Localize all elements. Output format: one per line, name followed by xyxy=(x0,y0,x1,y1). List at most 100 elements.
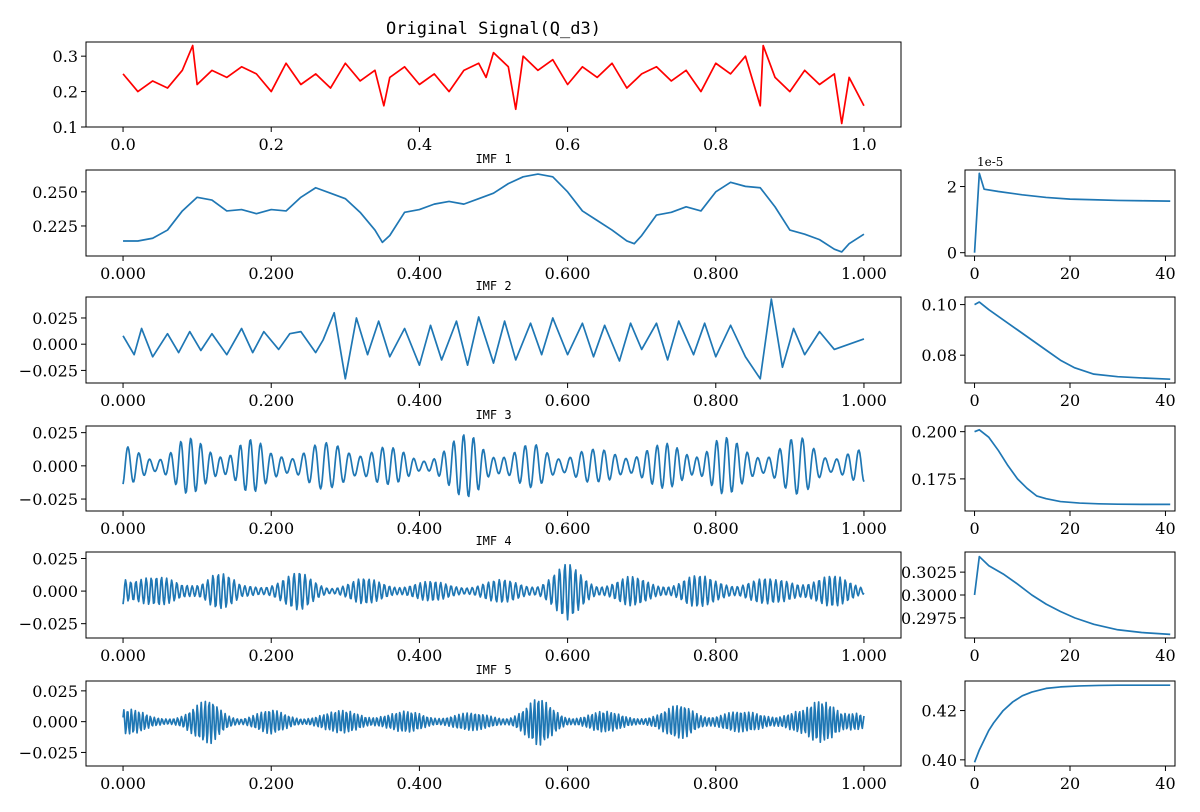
conv1-x-tick-label: 20 xyxy=(1060,264,1080,283)
original-x-tick-label: 0.4 xyxy=(407,135,432,154)
imf3-x-tick-label: 0.400 xyxy=(397,519,443,538)
conv4-x-tick-label: 0 xyxy=(969,646,979,665)
conv4-x-tick-label: 20 xyxy=(1060,646,1080,665)
imf1-y-tick-label: 0.250 xyxy=(32,183,78,202)
conv5-x-tick-label: 0 xyxy=(969,774,979,793)
convergence1-panel: 0 20 40 0 2 1e-5 xyxy=(947,155,1176,283)
imf1-x-tick-label: 0.400 xyxy=(397,264,443,283)
conv3-y-tick-label: 0.200 xyxy=(911,423,957,442)
conv4-x-tick-label: 40 xyxy=(1155,646,1175,665)
imf1-series-line xyxy=(123,173,865,253)
conv2-series-line xyxy=(974,301,1171,381)
conv3-axes-frame xyxy=(964,425,1176,512)
imf3-y-tick-label: 0.025 xyxy=(32,424,78,443)
conv5-axes-frame xyxy=(964,680,1176,767)
conv1-axes-frame xyxy=(964,169,1176,257)
imf2-y-tick-label: 0.000 xyxy=(32,335,78,354)
original-y-tick-label: 0.2 xyxy=(53,83,78,102)
imf4-x-tick-label: 0.200 xyxy=(248,646,294,665)
conv4-y-tick-label: 0.3025 xyxy=(901,563,957,582)
imf4-y-tick-label: 0.025 xyxy=(32,550,78,569)
imf5-x-tick-label: 0.800 xyxy=(693,774,739,793)
imf5-x-tick-label: 1.000 xyxy=(841,774,887,793)
convergence2-panel: 0 20 40 0.08 0.10 xyxy=(921,296,1175,410)
conv3-series-line xyxy=(974,428,1171,506)
imf1-x-tick-label: 0.200 xyxy=(248,264,294,283)
conv1-x-tick-label: 0 xyxy=(969,264,979,283)
imf3-x-tick-label: 0.600 xyxy=(545,519,591,538)
conv3-x-tick-label: 40 xyxy=(1155,519,1175,538)
imf2-x-tick-label: 0.200 xyxy=(248,391,294,410)
imf2-x-tick-label: 0.400 xyxy=(397,391,443,410)
imf1-x-tick-label: 1.000 xyxy=(841,264,887,283)
imf5-panel: 0.000 0.200 0.400 0.600 0.800 1.000 −0.025 0.00… xyxy=(19,663,902,793)
imf2-y-tick-label: 0.025 xyxy=(32,309,78,328)
imf1-panel: 0.000 0.200 0.400 0.600 0.800 1.000 0.225 0.250… xyxy=(32,152,902,283)
conv4-y-tick-label: 0.3000 xyxy=(901,586,957,605)
conv5-x-tick-label: 40 xyxy=(1155,774,1175,793)
conv1-x-tick-label: 40 xyxy=(1155,264,1175,283)
imf5-x-tick-label: 0.400 xyxy=(397,774,443,793)
conv2-x-tick-label: 0 xyxy=(969,391,979,410)
imf5-y-tick-label: 0.000 xyxy=(32,713,78,732)
conv4-axes-frame xyxy=(964,551,1176,639)
imf4-x-tick-label: 0.000 xyxy=(100,646,146,665)
imf3-panel: 0.000 0.200 0.400 0.600 0.800 1.000 −0.025 0.00… xyxy=(19,408,902,538)
convergence4-panel: 0 20 40 0.2975 0.3000 0.3025 xyxy=(901,551,1176,665)
imf5-y-tick-label: 0.025 xyxy=(32,682,78,701)
imf2-y-tick-label: −0.025 xyxy=(19,361,78,380)
conv4-series-line xyxy=(973,555,1171,636)
original-signal-panel: 0.0 0.2 0.4 0.6 0.8 1.0 0.1 0.2 0.3 Original Sign… xyxy=(53,19,902,154)
imf3-y-tick-label: 0.000 xyxy=(32,457,78,476)
imf2-axes-frame xyxy=(85,296,902,384)
conv2-x-tick-label: 40 xyxy=(1155,391,1175,410)
original-series-line xyxy=(122,44,865,125)
conv1-offset-label: 1e-5 xyxy=(977,155,1003,169)
imf5-x-tick-label: 0.000 xyxy=(100,774,146,793)
imf1-x-tick-label: 0.800 xyxy=(693,264,739,283)
imf5-axes-frame xyxy=(85,680,902,767)
original-axes-frame xyxy=(85,41,902,128)
imf2-panel: 0.000 0.200 0.400 0.600 0.800 1.000 −0.025 0.00… xyxy=(19,279,902,410)
imf4-x-tick-label: 0.600 xyxy=(545,646,591,665)
imf3-series-line xyxy=(122,434,865,498)
imf2-x-tick-label: 0.000 xyxy=(100,391,146,410)
conv3-x-tick-label: 20 xyxy=(1060,519,1080,538)
imf1-x-tick-label: 0.000 xyxy=(100,264,146,283)
imf1-axes-frame xyxy=(85,169,902,257)
imf3-title: IMF 3 xyxy=(475,408,511,422)
conv5-series-line xyxy=(973,684,1171,763)
imf2-title: IMF 2 xyxy=(475,279,511,293)
original-x-tick-label: 0.2 xyxy=(259,135,284,154)
conv2-y-tick-label: 0.08 xyxy=(921,346,957,365)
conv1-y-tick-label: 0 xyxy=(947,244,957,263)
imf3-x-tick-label: 0.200 xyxy=(248,519,294,538)
imf5-series-line xyxy=(122,699,865,746)
original-x-tick-label: 0.6 xyxy=(555,135,580,154)
original-y-tick-label: 0.3 xyxy=(53,47,78,66)
imf4-axes-frame xyxy=(85,551,902,639)
convergence3-panel: 0 20 40 0.175 0.200 xyxy=(911,423,1175,538)
imf3-x-tick-label: 0.000 xyxy=(100,519,146,538)
conv1-y-tick-label: 2 xyxy=(947,178,957,197)
imf4-y-tick-label: −0.025 xyxy=(19,615,78,634)
imf3-x-tick-label: 0.800 xyxy=(693,519,739,538)
imf4-panel: 0.000 0.200 0.400 0.600 0.800 1.000 −0.025 0.00… xyxy=(19,534,902,665)
imf4-y-tick-label: 0.000 xyxy=(32,582,78,601)
conv2-axes-frame xyxy=(964,296,1176,384)
imf2-x-tick-label: 1.000 xyxy=(841,391,887,410)
imf2-x-tick-label: 0.800 xyxy=(693,391,739,410)
imf3-y-tick-label: −0.025 xyxy=(19,490,78,509)
imf5-x-tick-label: 0.600 xyxy=(545,774,591,793)
conv5-x-tick-label: 20 xyxy=(1060,774,1080,793)
imf4-title: IMF 4 xyxy=(475,534,511,548)
original-title: Original Signal(Q_d3) xyxy=(386,19,601,39)
imf1-x-tick-label: 0.600 xyxy=(545,264,591,283)
imf2-series-line xyxy=(122,298,865,380)
imf4-series-line xyxy=(122,563,865,621)
imf5-y-tick-label: −0.025 xyxy=(19,743,78,762)
conv2-y-tick-label: 0.10 xyxy=(921,296,957,315)
imf4-x-tick-label: 0.800 xyxy=(693,646,739,665)
conv2-x-tick-label: 20 xyxy=(1060,391,1080,410)
imf5-title: IMF 5 xyxy=(475,663,511,677)
